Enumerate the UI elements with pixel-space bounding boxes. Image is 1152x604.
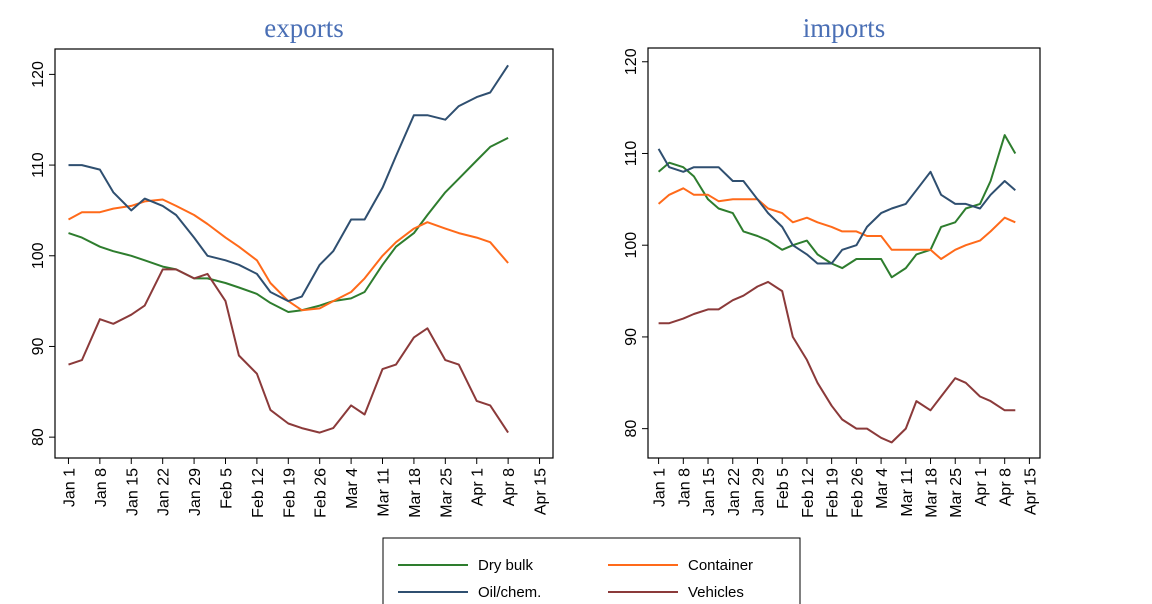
series-line xyxy=(68,137,509,313)
x-tick-label: Mar 25 xyxy=(438,468,455,518)
plot-frame xyxy=(54,48,554,459)
y-tick-label: 110 xyxy=(623,141,640,167)
x-tick-label: Jan 1 xyxy=(61,468,78,507)
x-tick-label: Mar 11 xyxy=(376,468,393,517)
x-tick-label: Apr 1 xyxy=(470,468,487,506)
x-tick-label: Apr 8 xyxy=(501,468,518,506)
series-line xyxy=(68,268,509,434)
x-tick-label: Jan 22 xyxy=(156,468,173,516)
y-tick-label: 100 xyxy=(623,232,640,259)
y-tick-label: 120 xyxy=(30,61,47,88)
y-tick-label: 80 xyxy=(623,420,640,438)
panel-title: exports xyxy=(264,13,343,43)
legend-label: Vehicles xyxy=(688,584,744,601)
y-tick-label: 90 xyxy=(623,328,640,346)
y-tick-label: 80 xyxy=(30,428,47,446)
x-tick-label: Feb 12 xyxy=(250,468,267,518)
legend-label: Dry bulk xyxy=(478,557,534,574)
x-tick-label: Mar 18 xyxy=(407,468,424,518)
x-tick-label: Jan 15 xyxy=(124,468,141,516)
x-tick-label: Mar 18 xyxy=(924,468,941,518)
x-tick-label: Feb 19 xyxy=(825,468,842,518)
x-tick-label: Feb 5 xyxy=(218,468,235,509)
x-tick-label: Apr 15 xyxy=(533,468,550,515)
x-tick-label: Mar 4 xyxy=(344,468,361,509)
series-line xyxy=(658,280,1016,444)
panel-title: imports xyxy=(803,13,886,43)
x-tick-label: Feb 26 xyxy=(849,468,866,518)
x-tick-label: Apr 15 xyxy=(1022,468,1039,515)
x-tick-label: Jan 29 xyxy=(750,468,767,516)
x-tick-label: Feb 19 xyxy=(281,468,298,518)
x-tick-label: Jan 1 xyxy=(652,468,669,507)
y-tick-label: 110 xyxy=(30,152,47,178)
x-tick-label: Feb 26 xyxy=(313,468,330,518)
x-tick-label: Mar 25 xyxy=(948,468,965,518)
x-tick-label: Mar 4 xyxy=(874,468,891,509)
x-tick-label: Mar 11 xyxy=(899,468,916,517)
series-line xyxy=(657,134,1017,279)
plot-frame xyxy=(647,47,1041,459)
series-line xyxy=(657,187,1016,260)
x-tick-label: Jan 29 xyxy=(187,468,204,516)
x-tick-label: Feb 5 xyxy=(775,468,792,509)
x-tick-label: Jan 22 xyxy=(726,468,743,516)
x-tick-label: Feb 12 xyxy=(800,468,817,518)
x-tick-label: Apr 1 xyxy=(973,468,990,506)
series-line xyxy=(68,64,509,303)
legend-label: Container xyxy=(688,557,753,574)
series-line xyxy=(657,148,1016,265)
x-tick-label: Jan 15 xyxy=(701,468,718,516)
y-tick-label: 120 xyxy=(623,48,640,75)
x-tick-label: Apr 8 xyxy=(998,468,1015,506)
x-tick-label: Jan 8 xyxy=(676,468,693,507)
series-line xyxy=(68,198,509,312)
y-tick-label: 90 xyxy=(30,337,47,355)
x-tick-label: Jan 8 xyxy=(93,468,110,507)
y-tick-label: 100 xyxy=(30,242,47,269)
legend-label: Oil/chem. xyxy=(478,584,541,601)
